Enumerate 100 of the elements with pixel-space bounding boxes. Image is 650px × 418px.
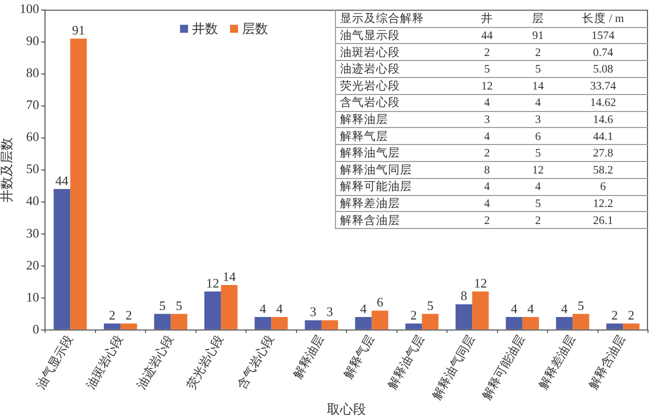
annotation: 12.2: [592, 198, 614, 210]
annotation: 5.08: [592, 64, 614, 76]
data-label: 2: [126, 307, 132, 322]
category-label: 解释差油层: [340, 198, 400, 210]
annotation: 2: [484, 148, 490, 160]
annotation: 2: [535, 214, 542, 227]
annotation: 4: [484, 198, 490, 210]
annotation: 2: [484, 214, 490, 227]
annotation: 4: [535, 181, 542, 194]
data-label: 44: [55, 172, 69, 188]
x-tick-label: 解释含油层: [586, 332, 628, 392]
y-tick-label: 30: [26, 225, 40, 240]
data-label: 4: [510, 300, 518, 316]
y-tick-label: 90: [26, 33, 40, 48]
annotation: 44.1: [592, 130, 614, 143]
data-label: 14: [222, 268, 236, 284]
annotation: 4: [484, 97, 490, 110]
data-label: 12: [474, 275, 487, 290]
annotation: 14.6: [592, 114, 614, 126]
data-label: 8: [460, 288, 468, 304]
annotation: 4: [484, 181, 490, 194]
data-label: 5: [578, 298, 584, 313]
data-label: 2: [611, 307, 618, 322]
data-label: 5: [426, 298, 434, 313]
data-label: 5: [159, 298, 166, 313]
annotation: 26.1: [592, 214, 614, 227]
annotation: 6: [535, 130, 542, 143]
annotation: 5: [535, 64, 542, 76]
data-label: 5: [176, 298, 182, 313]
category-label: 油斑岩心段: [340, 46, 400, 59]
annotation: 8: [484, 164, 490, 176]
y-tick-label: 40: [26, 193, 40, 208]
x-tick-label: 含气岩心段: [234, 332, 277, 392]
y-tick-label: 70: [26, 97, 40, 112]
annotation: 6: [600, 181, 606, 194]
data-label: 12: [206, 275, 220, 290]
annotation: 2: [535, 46, 542, 59]
y-tick-label: 100: [20, 1, 40, 16]
data-label: 4: [260, 300, 267, 316]
y-axis-title: 井数及层数: [0, 137, 14, 202]
data-label: 3: [326, 304, 333, 320]
category-label: 解释油气层: [340, 148, 400, 160]
data-label: 91: [72, 22, 86, 38]
data-label: 4: [360, 300, 368, 316]
x-tick-label: 解释差油层: [536, 332, 578, 392]
y-tick-label: 50: [26, 161, 40, 176]
x-tick-label: 油斑岩心段: [84, 332, 126, 392]
x-tick-label: 解释油气同层: [429, 332, 478, 402]
x-tick-label: 解释油层: [290, 332, 327, 382]
x-axis-title: 取心段: [327, 402, 366, 417]
x-tick-label: 荧光岩心段: [184, 332, 226, 392]
legend-label: 井数: [192, 21, 218, 36]
data-label: 2: [628, 307, 634, 322]
category-label: 荧光岩心段: [340, 80, 400, 92]
y-tick-label: 10: [26, 289, 40, 304]
category-label: 解释油层: [340, 114, 388, 126]
annotation: 4: [484, 130, 490, 143]
annotation: 12: [532, 164, 544, 176]
annotation: 14.62: [590, 97, 616, 110]
data-label: 2: [410, 307, 417, 322]
annotation: 44: [481, 30, 493, 42]
annotation: 58.2: [592, 164, 614, 176]
x-tick-label: 油迹岩心段: [134, 332, 176, 392]
annotation: 层: [532, 12, 544, 26]
annotation: 5: [535, 198, 542, 210]
annotation: 0.74: [592, 46, 614, 59]
y-tick-label: 80: [26, 65, 40, 80]
category-label: 油迹岩心段: [340, 64, 400, 76]
category-label: 油气显示段: [340, 30, 400, 42]
data-label: 4: [276, 300, 284, 316]
annotation: 显示及综合解释: [340, 11, 424, 26]
annotation: 5: [535, 148, 542, 160]
data-label: 4: [527, 300, 534, 316]
annotation: 4: [535, 97, 542, 110]
annotation: 1574: [592, 30, 615, 42]
annotation: 5: [484, 64, 490, 76]
annotation: 2: [484, 46, 490, 59]
category-label: 解释含油层: [340, 214, 400, 227]
annotation: 长度 / m: [582, 11, 624, 26]
category-label: 解释可能油层: [340, 181, 412, 194]
annotation: 井: [481, 12, 493, 26]
annotation: 91: [532, 30, 544, 42]
data-label: 4: [561, 300, 568, 316]
x-tick-label: 解释可能油层: [480, 332, 528, 402]
y-tick-label: 60: [26, 129, 40, 144]
category-label: 解释油气同层: [340, 164, 412, 176]
annotation: 27.8: [592, 148, 614, 160]
y-tick-label: 20: [26, 257, 40, 272]
x-tick-label: 解释气层: [340, 332, 377, 382]
annotation: 12: [481, 80, 493, 92]
x-tick-label: 解释油气层: [385, 332, 428, 392]
category-label: 含气岩心段: [340, 97, 400, 110]
data-label: 6: [376, 294, 384, 310]
legend-label: 层数: [242, 21, 268, 36]
annotation: 3: [535, 114, 542, 126]
data-label: 3: [310, 304, 316, 320]
annotation: 14: [532, 80, 544, 92]
annotation: 3: [484, 114, 490, 126]
data-label: 2: [108, 307, 116, 322]
annotation: 33.74: [590, 80, 616, 92]
